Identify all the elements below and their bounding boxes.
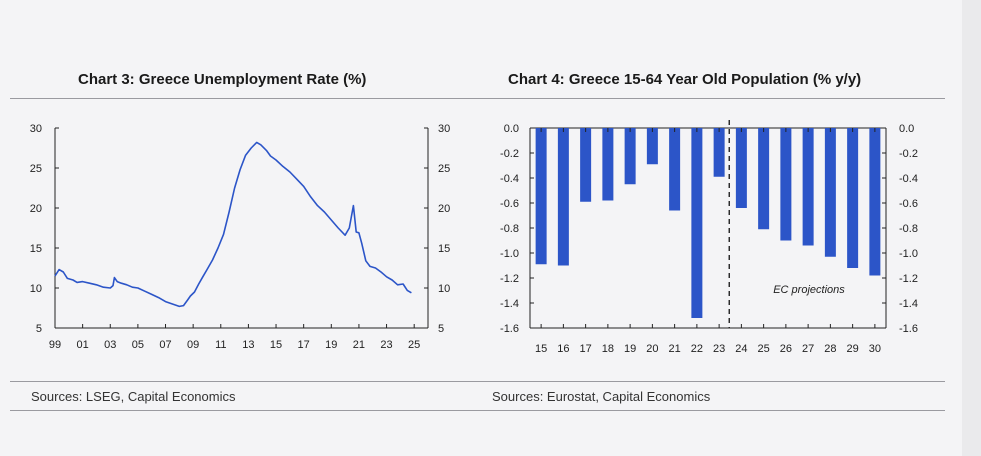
chart4-bar [624, 128, 636, 185]
chart3-x-tick-label: 23 [380, 339, 392, 351]
chart4-left-tick-label: -1.2 [500, 273, 519, 285]
middle-rule [10, 381, 945, 382]
chart4-x-tick-label: 21 [669, 343, 681, 355]
chart4-bar [580, 128, 592, 202]
chart3-left-tick-label: 15 [30, 243, 42, 255]
chart3-x-tick-label: 09 [187, 339, 199, 351]
chart4-right-tick-label: 0.0 [899, 123, 914, 135]
chart3-left-tick-label: 20 [30, 203, 42, 215]
chart3-series-line [54, 141, 412, 308]
chart4-bar [758, 128, 770, 230]
chart3-x-tick-label: 05 [132, 339, 144, 351]
chart3-right-tick-label: 20 [438, 203, 450, 215]
chart3-x-tick-label: 25 [408, 339, 420, 351]
chart4-x-tick-label: 17 [580, 343, 592, 355]
chart4-left-tick-label: 0.0 [504, 123, 519, 135]
chart4-right-tick-label: -0.6 [899, 198, 918, 210]
chart4-x-tick-label: 15 [535, 343, 547, 355]
chart4-bar [669, 128, 681, 211]
chart4-x-tick-label: 25 [758, 343, 770, 355]
chart3-x-tick-label: 99 [49, 339, 61, 351]
chart4-bar [691, 128, 703, 318]
window-edge [962, 0, 981, 456]
chart4-bar [780, 128, 792, 241]
chart3-x-tick-label: 13 [242, 339, 254, 351]
chart4-right-tick-label: -0.2 [899, 148, 918, 160]
chart4-x-tick-label: 23 [713, 343, 725, 355]
chart3-x-tick-label: 01 [77, 339, 89, 351]
chart4-right-tick-label: -1.4 [899, 298, 918, 310]
chart4-left-tick-label: -1.6 [500, 323, 519, 335]
chart4-right-tick-label: -1.6 [899, 323, 918, 335]
chart4-x-tick-label: 27 [802, 343, 814, 355]
chart4-projection-label: EC projections [773, 284, 845, 296]
chart4-left-tick-label: -1.0 [500, 248, 519, 260]
chart3-x-tick-label: 03 [104, 339, 116, 351]
chart4-bar [802, 128, 814, 246]
chart4-x-tick-label: 26 [780, 343, 792, 355]
chart4-bar [824, 128, 836, 257]
chart4-x-tick-label: 18 [602, 343, 614, 355]
chart4-bar [557, 128, 569, 266]
chart3-x-tick-label: 17 [298, 339, 310, 351]
chart3-left-tick-label: 10 [30, 283, 42, 295]
chart3-x-tick-label: 19 [325, 339, 337, 351]
chart3-source: Sources: LSEG, Capital Economics [31, 389, 236, 404]
chart4-bar [713, 128, 725, 177]
chart3-x-tick-label: 07 [159, 339, 171, 351]
chart3-right-tick-label: 30 [438, 123, 450, 135]
chart4-right-tick-label: -1.0 [899, 248, 918, 260]
chart4-bar [535, 128, 547, 265]
chart4-bar [847, 128, 859, 268]
chart4-x-tick-label: 28 [824, 343, 836, 355]
chart3-left-tick-label: 25 [30, 163, 42, 175]
chart4-right-tick-label: -0.8 [899, 223, 918, 235]
chart4-left-tick-label: -0.2 [500, 148, 519, 160]
chart4-x-tick-label: 19 [624, 343, 636, 355]
chart4-x-tick-label: 16 [557, 343, 569, 355]
chart4-x-tick-label: 24 [735, 343, 747, 355]
chart3-x-tick-label: 15 [270, 339, 282, 351]
chart4-right-tick-label: -1.2 [899, 273, 918, 285]
chart4-right-tick-label: -0.4 [899, 173, 918, 185]
chart4-left-tick-label: -0.8 [500, 223, 519, 235]
chart4-title: Chart 4: Greece 15-64 Year Old Populatio… [508, 71, 862, 88]
chart4-left-tick-label: -0.6 [500, 198, 519, 210]
chart3-left-tick-label: 30 [30, 123, 42, 135]
chart3-right-tick-label: 15 [438, 243, 450, 255]
chart3-right-tick-label: 5 [438, 323, 444, 335]
chart4-bar [735, 128, 747, 208]
bottom-rule [10, 410, 945, 411]
chart3-right-tick-label: 25 [438, 163, 450, 175]
chart4-source: Sources: Eurostat, Capital Economics [492, 389, 711, 404]
chart4-x-tick-label: 22 [691, 343, 703, 355]
chart4-left-tick-label: -0.4 [500, 173, 519, 185]
chart4-x-tick-label: 30 [869, 343, 881, 355]
chart4-bar [602, 128, 614, 201]
chart3-x-tick-label: 11 [215, 339, 226, 351]
chart4-x-tick-label: 20 [646, 343, 658, 355]
chart4-x-tick-label: 29 [847, 343, 859, 355]
chart3-left-tick-label: 5 [36, 323, 42, 335]
chart3-right-tick-label: 10 [438, 283, 450, 295]
chart3-x-tick-label: 21 [353, 339, 365, 351]
chart4-bar [869, 128, 881, 276]
chart4-left-tick-label: -1.4 [500, 298, 519, 310]
top-rule [10, 98, 945, 99]
chart4-bar [646, 128, 658, 165]
chart3-title: Chart 3: Greece Unemployment Rate (%) [78, 71, 367, 88]
